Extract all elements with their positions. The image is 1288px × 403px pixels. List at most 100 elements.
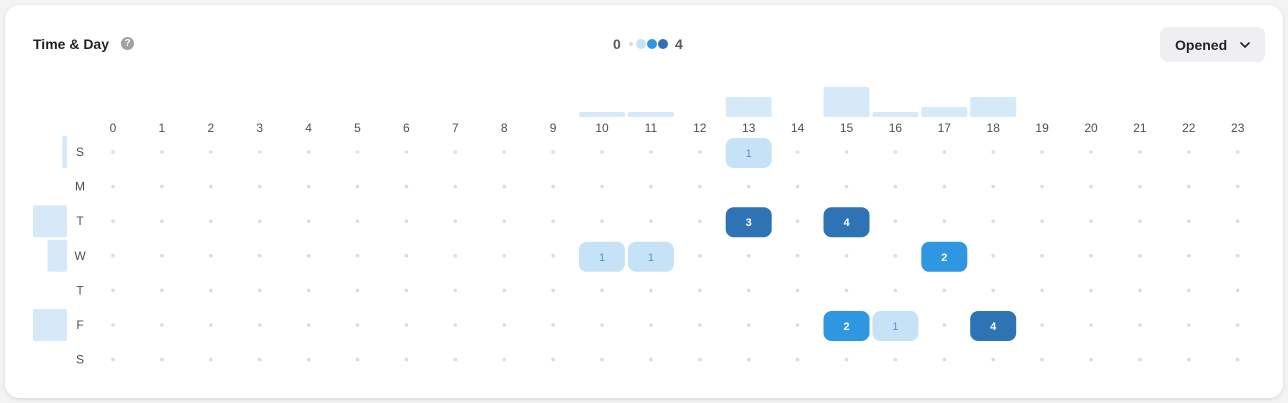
empty-cell-dot — [795, 323, 800, 327]
empty-cell-dot — [600, 323, 604, 327]
empty-cell-dot — [404, 254, 409, 258]
empty-cell-dot — [160, 288, 164, 293]
empty-cell-dot — [698, 288, 702, 293]
empty-cell-dot — [257, 184, 262, 189]
empty-cell-dot — [991, 150, 995, 154]
hour-tick-label: 22 — [1182, 121, 1196, 135]
heatmap-cell — [627, 241, 674, 272]
empty-cell-dot — [306, 184, 311, 189]
empty-cell-dot — [111, 184, 115, 189]
empty-cell-dot — [1187, 323, 1191, 327]
hour-tick-label: 11 — [645, 121, 658, 135]
empty-cell-dot — [355, 184, 360, 189]
question-circle-icon[interactable]: ? — [121, 37, 134, 50]
hour-tick-label: 10 — [595, 121, 609, 135]
empty-cell-dot — [746, 184, 751, 189]
empty-cell-dot — [698, 150, 702, 154]
empty-cell-dot — [942, 357, 947, 362]
hour-tick-label: 2 — [207, 121, 214, 135]
day-label: W — [74, 249, 86, 263]
empty-cell-dot — [404, 184, 409, 189]
time-day-card: Time & Day ? 0 4 Opened — [5, 5, 1283, 398]
empty-cell-dot — [1138, 357, 1142, 362]
empty-cell-dot — [453, 357, 458, 362]
metric-dropdown[interactable]: Opened — [1160, 27, 1265, 62]
empty-cell-dot — [698, 219, 702, 223]
empty-cell-dot — [649, 288, 653, 293]
empty-cell-dot — [306, 357, 311, 362]
empty-cell-dot — [600, 184, 604, 189]
empty-cell-dot — [746, 323, 751, 327]
legend-dot-2 — [647, 39, 657, 49]
empty-cell-dot — [209, 288, 213, 293]
empty-cell-dot — [600, 357, 604, 362]
hour-tick-label: 6 — [403, 121, 410, 135]
hour-tick-label: 23 — [1231, 121, 1245, 135]
hour-total-bar — [823, 87, 870, 117]
empty-cell-dot — [698, 357, 702, 362]
empty-cell-dot — [257, 150, 262, 154]
empty-cell-dot — [306, 254, 311, 258]
day-label: S — [76, 353, 84, 367]
empty-cell-dot — [991, 254, 995, 258]
heatmap-cell — [823, 207, 870, 238]
empty-cell-dot — [1089, 323, 1093, 327]
hour-total-bar — [921, 107, 968, 117]
empty-cell-dot — [1187, 288, 1191, 293]
empty-cell-dot — [160, 150, 164, 154]
empty-cell-dot — [649, 357, 653, 362]
hour-tick-label: 21 — [1133, 121, 1147, 135]
empty-cell-dot — [893, 184, 898, 189]
hour-tick-label: 3 — [256, 121, 263, 135]
empty-cell-dot — [111, 288, 115, 293]
empty-cell-dot — [1187, 357, 1191, 362]
hour-tick-label: 15 — [840, 121, 854, 135]
empty-cell-dot — [1138, 323, 1142, 327]
empty-cell-dot — [600, 288, 604, 293]
empty-cell-dot — [893, 288, 898, 293]
empty-cell-dot — [1235, 150, 1240, 154]
empty-cell-dot — [502, 184, 507, 189]
empty-cell-dot — [502, 357, 507, 362]
cell-value-label: 1 — [892, 321, 898, 333]
empty-cell-dot — [209, 219, 213, 223]
heatmap-cell — [725, 138, 772, 168]
empty-cell-dot — [160, 254, 164, 258]
empty-cell-dot — [1138, 288, 1142, 293]
empty-cell-dot — [355, 288, 360, 293]
empty-cell-dot — [649, 219, 653, 223]
empty-cell-dot — [1187, 184, 1191, 189]
empty-cell-dot — [209, 150, 213, 154]
empty-cell-dot — [698, 323, 702, 327]
empty-cell-dot — [1235, 357, 1240, 362]
empty-cell-dot — [355, 254, 360, 258]
cell-value-label: 1 — [648, 252, 654, 264]
empty-cell-dot — [795, 150, 800, 154]
empty-cell-dot — [111, 219, 115, 223]
hour-tick-label: 5 — [354, 121, 361, 135]
empty-cell-dot — [942, 184, 947, 189]
empty-cell-dot — [502, 254, 507, 258]
empty-cell-dot — [306, 219, 311, 223]
heatmap-cell — [823, 311, 870, 341]
hour-tick-label: 18 — [987, 121, 1001, 135]
empty-cell-dot — [502, 323, 507, 327]
empty-cell-dot — [160, 184, 164, 189]
day-total-bar — [47, 239, 67, 272]
empty-cell-dot — [991, 357, 995, 362]
empty-cell-dot — [355, 323, 360, 327]
dropdown-label: Opened — [1175, 37, 1228, 53]
empty-cell-dot — [1138, 254, 1142, 258]
hour-tick-label: 13 — [742, 121, 756, 135]
empty-cell-dot — [1089, 150, 1093, 154]
empty-cell-dot — [404, 323, 409, 327]
cell-value-label: 3 — [746, 217, 752, 229]
empty-cell-dot — [111, 323, 115, 327]
hour-total-bar — [627, 112, 674, 117]
empty-cell-dot — [209, 357, 213, 362]
empty-cell-dot — [502, 219, 507, 223]
empty-cell-dot — [257, 323, 262, 327]
empty-cell-dot — [355, 150, 360, 154]
empty-cell-dot — [649, 150, 653, 154]
legend-dot-3 — [658, 39, 668, 49]
